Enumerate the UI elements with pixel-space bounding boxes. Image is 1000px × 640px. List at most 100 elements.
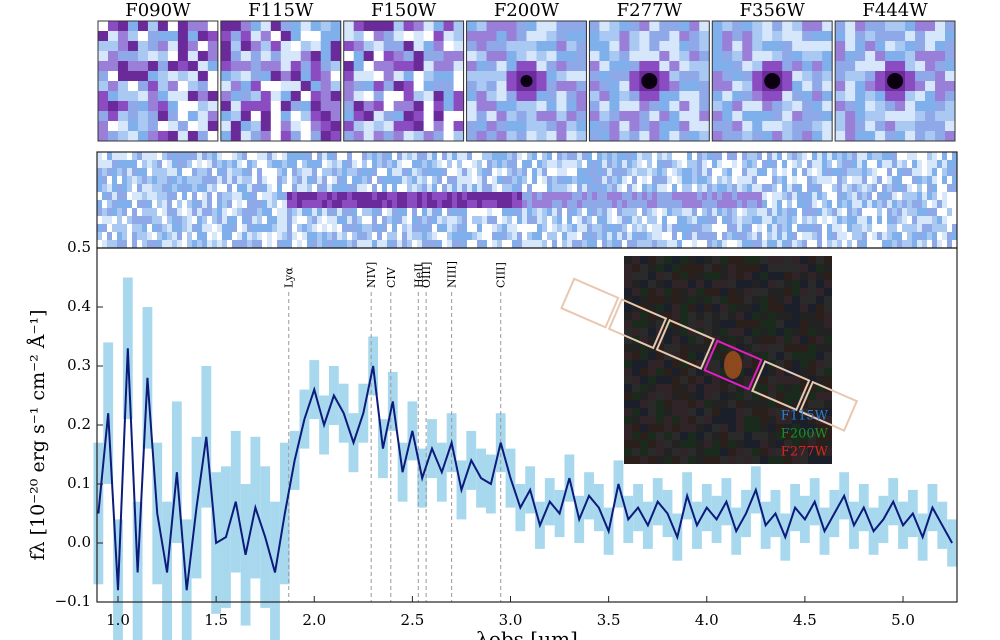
spectrum-2d-pixel [522,208,528,217]
spectrum-2d-pixel [522,176,528,185]
cutout-pixel [915,51,926,62]
spectrum-2d-pixel [327,224,333,233]
cutout-pixel [649,61,660,72]
spectrum-2d-pixel [182,152,188,161]
cutout-pixel [250,21,262,32]
spectrum-2d-pixel [777,200,783,209]
spectrum-2d-pixel [512,168,518,177]
spectrum-2d-pixel [282,216,288,225]
spectrum-2d-pixel [562,224,568,233]
spectrum-2d-pixel [612,176,618,185]
spectrum-2d-pixel [932,240,938,249]
inset-pixel [704,272,712,280]
cutout-pixel [177,31,189,42]
spectrum-2d-pixel [802,152,808,161]
spectrum-2d-pixel [492,160,498,169]
spectrum-2d-pixel [232,224,238,233]
spectrum-2d-pixel [812,208,818,217]
spectrum-2d-pixel [387,200,393,209]
spectrum-2d-pixel [837,176,843,185]
cutout-pixel [260,31,272,42]
spectrum-2d-pixel [232,160,238,169]
inset-pixel [800,392,808,400]
cutout-pixel [443,91,455,102]
spectrum-2d-pixel [922,184,928,193]
spectrum-2d-pixel [107,208,113,217]
inset-pixel [816,432,824,440]
spectrum-2d-pixel [677,184,683,193]
inset-pixel [624,312,632,320]
inset-pixel [736,456,744,464]
cutout-pixel [250,81,262,92]
inset-pixel [760,352,768,360]
inset-pixel [736,344,744,352]
spectrum-2d-pixel [142,200,148,209]
spectrum-2d-pixel [472,192,478,201]
inset-pixel [752,272,760,280]
spectrum-2d-pixel [912,224,918,233]
spectrum-2d-pixel [797,160,803,169]
spectrum-2d-pixel [602,208,608,217]
spectrum-2d-pixel [642,200,648,209]
spectrum-2d-pixel [742,216,748,225]
spectrum-2d-pixel [687,176,693,185]
cutout-pixel [566,71,577,82]
inset-pixel [704,304,712,312]
spectrum-2d-pixel [312,152,318,161]
spectrum-2d-pixel [407,176,413,185]
cutout-pixel [117,31,129,42]
spectrum-2d-pixel [797,216,803,225]
cutout-pixel [649,91,660,102]
cutout-pixel [207,111,219,122]
cutout-pixel [689,81,700,92]
spectrum-2d-pixel [832,192,838,201]
spectrum-2d-pixel [637,160,643,169]
spectrum-2d-pixel [682,192,688,201]
inset-pixel [784,296,792,304]
spectrum-2d-pixel [187,232,193,241]
spectrum-2d-pixel [792,184,798,193]
spectrum-2d-pixel [397,232,403,241]
cutout-pixel [353,61,365,72]
inset-pixel [720,264,728,272]
spectrum-2d-pixel [217,216,223,225]
spectrum-2d-pixel [632,232,638,241]
spectrum-2d-pixel [912,168,918,177]
spectrum-2d-pixel [97,176,103,185]
cutout-pixel [885,111,896,122]
spectrum-2d-pixel [137,176,143,185]
spectrum-2d-pixel [627,184,633,193]
cutout-pixel [722,31,733,42]
cutout-pixel [330,121,342,132]
spectrum-2d-pixel [582,208,588,217]
inset-pixel [800,448,808,456]
inset-pixel [760,288,768,296]
inset-pixel [768,408,776,416]
spectrum-2d-pixel [142,168,148,177]
x-tick-label: 3.5 [597,611,621,629]
cutout-pixel [875,71,886,82]
cutout-pixel [373,21,385,32]
inset-pixel [632,408,640,416]
inset-pixel [704,432,712,440]
spectrum-2d-pixel [442,184,448,193]
spectrum-2d-pixel [577,176,583,185]
inset-pixel [640,400,648,408]
inset-pixel [768,400,776,408]
spectrum-2d-pixel [437,208,443,217]
inset-pixel [784,304,792,312]
spectrum-2d-pixel [692,160,698,169]
spectrum-2d-pixel [682,168,688,177]
spectrum-2d-pixel [477,160,483,169]
spectrum-2d-pixel [247,208,253,217]
spectrum-2d-pixel [617,240,623,249]
spectrum-2d-pixel [522,200,528,209]
cutout-pixel [403,111,415,122]
cutout-pixel [137,31,149,42]
spectrum-2d-pixel [727,216,733,225]
spectrum-2d-pixel [907,176,913,185]
spectrum-2d-pixel [422,208,428,217]
spectrum-2d-pixel [772,216,778,225]
spectrum-2d-pixel [417,208,423,217]
cutout-pixel [187,81,199,92]
